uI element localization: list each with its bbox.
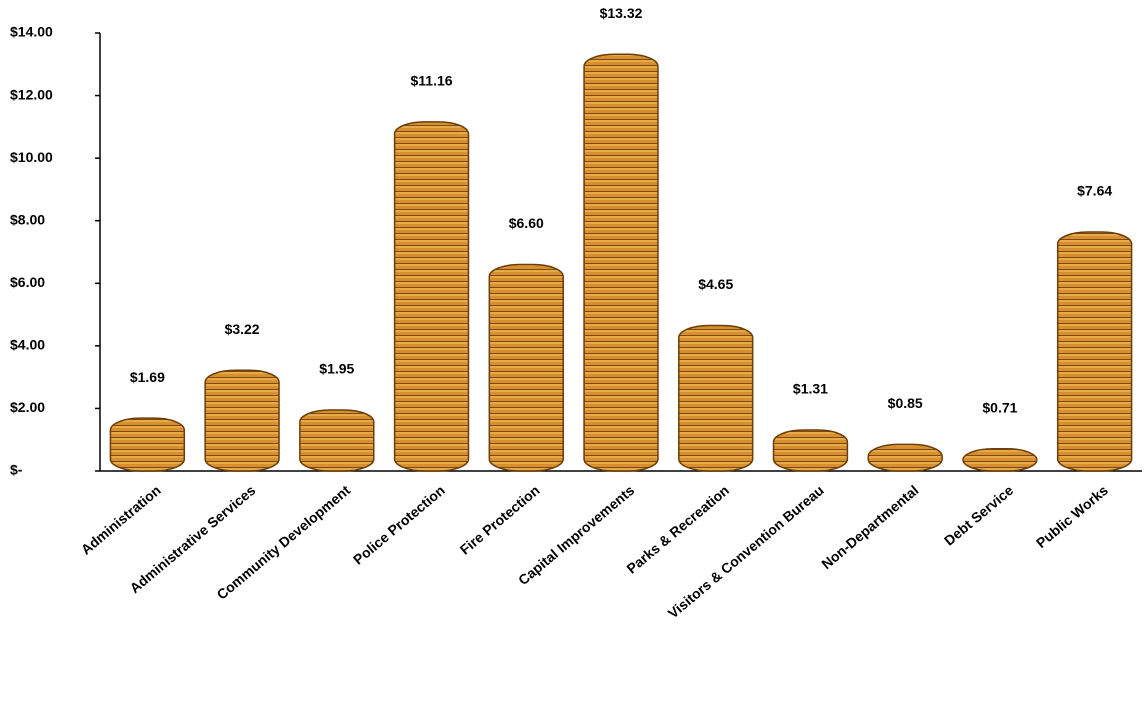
y-tick-label: $-	[10, 462, 23, 478]
value-label: $0.85	[888, 395, 923, 411]
bar	[772, 429, 849, 472]
y-tick-label: $2.00	[10, 399, 45, 415]
y-tick-label: $10.00	[10, 149, 53, 165]
x-tick-label: Police Protection	[350, 482, 448, 568]
value-label: $1.95	[319, 361, 354, 377]
y-tick-label: $12.00	[10, 86, 53, 102]
y-tick-label: $6.00	[10, 274, 45, 290]
x-tick-label: Fire Protection	[457, 482, 543, 558]
bar	[678, 324, 754, 472]
bar	[299, 409, 375, 472]
value-label: $6.60	[509, 215, 544, 231]
x-tick-label: Public Works	[1033, 482, 1111, 551]
value-label: $0.71	[982, 399, 1017, 415]
value-label: $4.65	[698, 276, 733, 292]
bar	[393, 121, 470, 472]
value-label: $11.16	[411, 73, 453, 89]
value-label: $1.69	[130, 369, 165, 385]
x-tick-label: Debt Service	[941, 482, 1016, 549]
x-tick-label: Administration	[78, 482, 164, 558]
x-tick-label: Non-Departmental	[818, 482, 921, 572]
bar	[488, 263, 564, 472]
bar	[109, 417, 186, 472]
x-tick-label: Visitors & Convention Bureau	[665, 482, 827, 622]
bar	[867, 443, 943, 472]
y-tick-label: $8.00	[10, 211, 45, 227]
bar	[204, 369, 280, 472]
y-tick-label: $14.00	[10, 24, 53, 40]
y-tick-label: $4.00	[10, 337, 45, 353]
bar	[583, 53, 659, 472]
bar	[962, 448, 1038, 472]
value-label: $13.32	[600, 5, 643, 21]
value-label: $3.22	[225, 321, 260, 337]
value-label: $7.64	[1077, 183, 1112, 199]
bar	[1056, 231, 1133, 472]
value-label: $1.31	[793, 381, 828, 397]
x-tick-label: Parks & Recreation	[623, 482, 732, 577]
